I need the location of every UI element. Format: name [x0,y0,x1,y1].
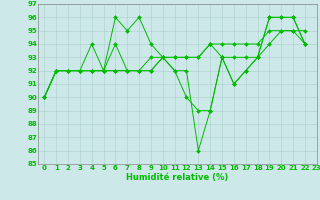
X-axis label: Humidité relative (%): Humidité relative (%) [126,173,229,182]
